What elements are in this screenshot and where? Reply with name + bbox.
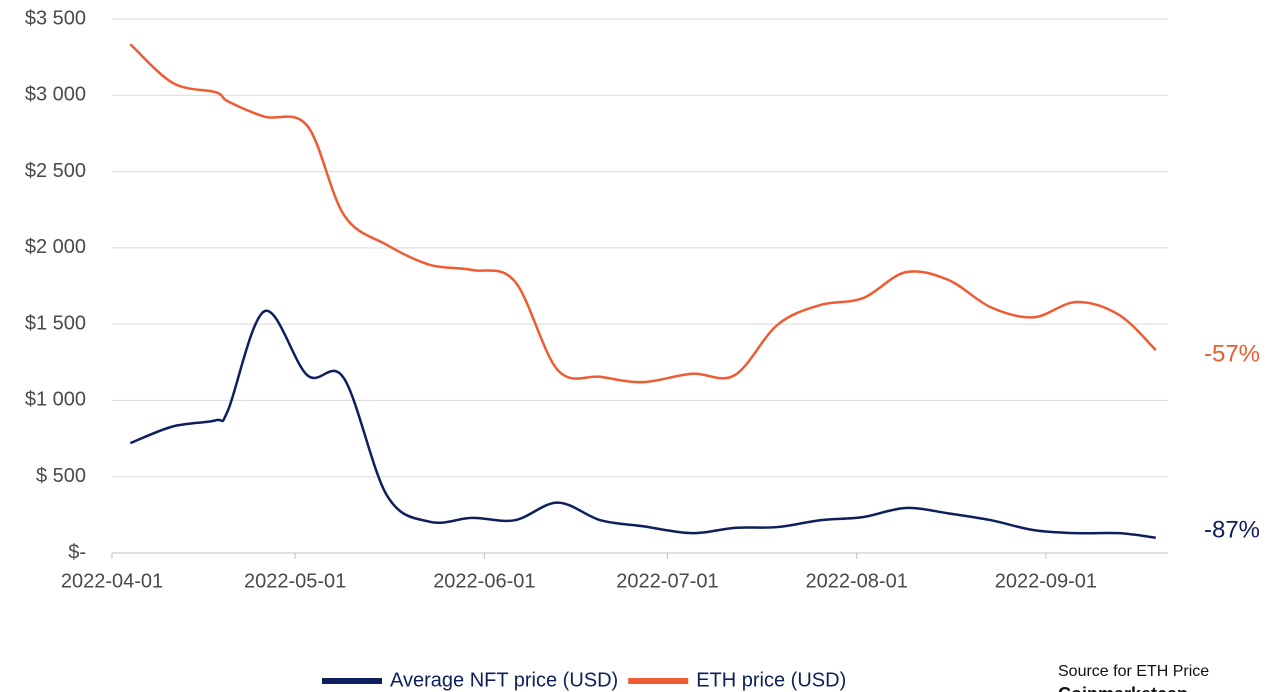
series-line — [129, 309, 1156, 539]
legend-label: Average NFT price (USD) — [390, 669, 618, 691]
x-tick-label: 2022-05-01 — [244, 570, 346, 592]
y-tick-label: $1 500 — [25, 312, 86, 334]
y-tick-label: $ 500 — [36, 465, 86, 487]
legend-swatch — [322, 678, 382, 684]
source-name: Coinmarketcap — [1058, 684, 1188, 692]
x-tick-label: 2022-07-01 — [616, 570, 718, 592]
legend-label: ETH price (USD) — [696, 669, 846, 691]
x-tick-label: 2022-08-01 — [806, 570, 908, 592]
x-tick-label: 2022-04-01 — [61, 570, 163, 592]
y-tick-label: $3 000 — [25, 84, 86, 106]
series-line — [129, 43, 1157, 384]
nft-change: -87% — [1204, 516, 1260, 543]
y-tick-label: $2 500 — [25, 160, 86, 182]
legend-swatch — [628, 678, 689, 684]
y-tick-label: $3 500 — [25, 7, 86, 29]
x-tick-label: 2022-09-01 — [995, 570, 1097, 592]
x-tick-label: 2022-06-01 — [433, 570, 535, 592]
eth-change: -57% — [1204, 340, 1260, 367]
y-tick-label: $- — [68, 541, 86, 563]
y-tick-label: $2 000 — [25, 236, 86, 258]
source-label: Source for ETH Price — [1058, 663, 1209, 680]
y-tick-label: $1 000 — [25, 389, 86, 411]
